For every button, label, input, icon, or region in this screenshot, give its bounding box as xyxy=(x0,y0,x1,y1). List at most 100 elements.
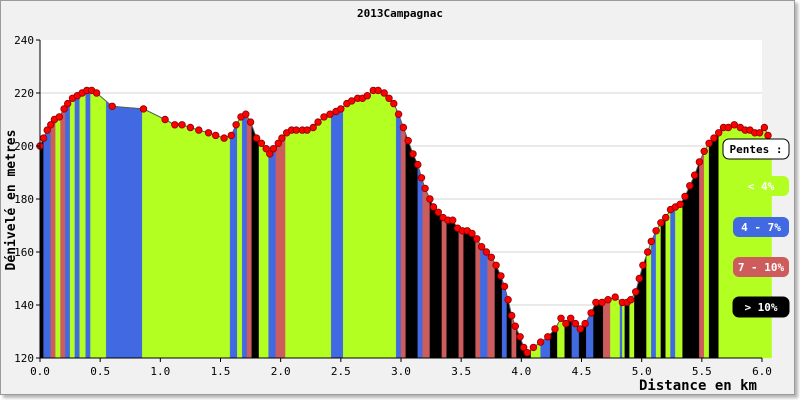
elevation-point xyxy=(529,343,538,352)
slope-band xyxy=(670,206,676,359)
y-tick-label: 120 xyxy=(14,352,34,365)
slope-band xyxy=(229,122,238,359)
elevation-point xyxy=(227,131,235,140)
elevation-point xyxy=(536,338,545,346)
elevation-point xyxy=(571,319,580,328)
elevation-point xyxy=(492,261,500,269)
elevation-point xyxy=(429,203,438,211)
slope-band xyxy=(39,138,44,359)
slope-band xyxy=(90,90,107,359)
slope-band xyxy=(593,301,604,359)
elevation-point xyxy=(63,99,72,108)
x-tick-label: 5.0 xyxy=(632,365,652,378)
elevation-point xyxy=(417,174,426,182)
elevation-point xyxy=(487,253,495,261)
elevation-point xyxy=(303,126,311,134)
elevation-point xyxy=(232,121,240,129)
elevation-point xyxy=(278,134,286,142)
slope-band xyxy=(610,296,621,359)
elevation-point xyxy=(760,123,769,132)
elevation-point xyxy=(562,319,570,328)
slope-band xyxy=(704,142,710,359)
elevation-point xyxy=(662,213,670,222)
y-axis-label: Dénivelé en metres xyxy=(4,130,19,271)
slope-band xyxy=(665,208,671,359)
elevation-point xyxy=(567,314,575,322)
slope-band xyxy=(237,115,243,359)
slope-band xyxy=(50,118,56,359)
elevation-point xyxy=(724,123,732,132)
slope-band xyxy=(458,228,464,359)
slope-band xyxy=(422,181,431,359)
elevation-point xyxy=(257,139,266,147)
elevation-point xyxy=(632,288,640,296)
y-tick-labels: 120 140 160 180 200 220 240 xyxy=(14,34,40,365)
legend-title-box xyxy=(722,138,790,160)
elevation-point xyxy=(516,333,524,341)
x-tick-label: 4.0 xyxy=(511,365,531,378)
legend-swatch xyxy=(732,296,790,318)
x-tick-label: 2.5 xyxy=(331,365,351,378)
slope-band xyxy=(331,106,344,359)
elevation-point xyxy=(262,144,270,153)
y-tick-label: 160 xyxy=(14,246,34,259)
elevation-point xyxy=(520,343,528,352)
elevation-point xyxy=(557,314,565,322)
elevation-point xyxy=(404,136,412,145)
x-tick-label: 0.0 xyxy=(30,365,50,378)
slope-band xyxy=(79,90,86,359)
elevation-point xyxy=(309,123,317,132)
x-tick-labels: 0.0 0.5 1.0 1.5 2.0 2.5 3.0 3.5 4.0 4.5 5.0 5.5 6.0 xyxy=(30,358,772,378)
elevation-point xyxy=(710,134,718,142)
slope-band xyxy=(708,132,719,359)
slope-band xyxy=(699,151,705,359)
elevation-point xyxy=(715,129,723,137)
elevation-point xyxy=(544,333,552,341)
elevation-point xyxy=(497,272,505,280)
elevation-point xyxy=(523,349,531,357)
elevation-point xyxy=(598,298,606,307)
slope-band xyxy=(603,298,611,359)
elevation-point xyxy=(686,182,694,190)
slope-band xyxy=(65,100,71,359)
slope-band xyxy=(660,217,666,359)
elevation-point xyxy=(242,110,250,118)
elevation-point xyxy=(657,219,665,227)
elevation-point xyxy=(576,325,584,333)
elevation-point xyxy=(644,248,652,256)
elevation-point xyxy=(55,113,63,121)
legend-label: 4 - 7% xyxy=(741,221,781,234)
slope-band xyxy=(69,96,76,359)
slope-band xyxy=(74,93,80,359)
elevation-point xyxy=(246,118,255,126)
elevation-point xyxy=(690,171,699,179)
x-tick-label: 4.5 xyxy=(572,365,592,378)
slope-band xyxy=(429,198,443,359)
elevation-point xyxy=(627,296,635,304)
slope-band xyxy=(258,140,269,359)
elevation-point xyxy=(587,309,595,317)
legend-label: < 4% xyxy=(748,180,775,193)
slope-band xyxy=(55,114,61,359)
elevation-point xyxy=(473,235,481,243)
slope-band xyxy=(480,243,488,359)
elevation-point xyxy=(374,86,382,95)
slope-band xyxy=(417,164,423,359)
elevation-point xyxy=(39,134,48,142)
elevation-point xyxy=(195,126,203,134)
elevation-point xyxy=(676,200,684,208)
slope-band xyxy=(60,106,66,359)
elevation-point xyxy=(390,99,398,108)
elevation-point xyxy=(639,261,647,269)
legend-items: < 4% 4 - 7% 7 - 10% > 10% xyxy=(732,176,790,318)
slope-band xyxy=(718,124,772,359)
legend-label: 7 - 10% xyxy=(738,261,785,274)
elevation-point xyxy=(592,298,600,307)
y-tick-label: 220 xyxy=(14,87,34,100)
elevation-point xyxy=(755,129,764,137)
slope-band xyxy=(142,108,231,359)
elevation-point xyxy=(274,139,282,147)
x-tick-label: 0.5 xyxy=(90,365,110,378)
elevation-point xyxy=(399,123,408,132)
elevation-point xyxy=(449,216,457,224)
